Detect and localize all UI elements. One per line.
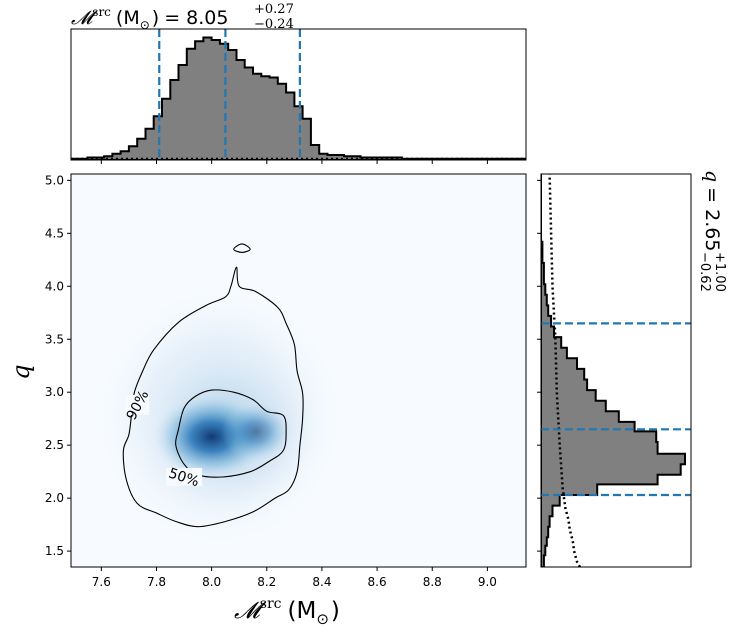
credible-contours xyxy=(122,243,304,528)
x-axis-label: 𝓜src (M⊙) xyxy=(234,596,340,628)
top-estimate-value: = 8.05 xyxy=(164,7,228,29)
svg-text:q= 2.65: q = 2.65 xyxy=(701,170,723,251)
top-estimate-unit-close: ) xyxy=(152,7,159,29)
mass-ratio-marginal-panel xyxy=(537,173,692,568)
x-tick-label: 8.0 xyxy=(202,575,221,589)
mass-ratio-histogram-steps xyxy=(541,174,686,567)
top-panel-ticks xyxy=(100,160,488,164)
x-tick-label: 7.8 xyxy=(147,575,166,589)
x-tick-label: 8.2 xyxy=(257,575,276,589)
contour-90-label-gap xyxy=(125,394,150,415)
right-panel-frame xyxy=(540,173,692,568)
main-plot-frame xyxy=(70,173,527,568)
y-tick-label: 2.0 xyxy=(45,491,64,505)
right-estimate-minus: −0.62 xyxy=(697,252,712,292)
x-axis-label-unit-sub: ⊙ xyxy=(316,610,329,628)
y-tick-label: 3.5 xyxy=(45,332,64,346)
y-tick-label: 1.5 xyxy=(45,544,64,558)
x-axis-label-unit-close: ) xyxy=(331,598,340,624)
x-tick-label: 8.8 xyxy=(423,575,442,589)
contour-90-island xyxy=(233,243,251,253)
contour-50-label-gap xyxy=(166,467,203,486)
top-estimate-unit-sub: ⊙ xyxy=(140,18,150,32)
y-axis-label: q xyxy=(7,364,35,379)
x-tick-label: 9.0 xyxy=(478,575,497,589)
top-estimate-minus: −0.24 xyxy=(254,17,294,32)
x-axis-label-sup: src xyxy=(260,596,282,612)
x-tick-label: 8.6 xyxy=(368,575,387,589)
x-tick-label: 7.6 xyxy=(92,575,111,589)
mass-ratio-prior-curve xyxy=(548,174,581,567)
density-lobe xyxy=(221,401,292,462)
y-tick-label: 3.0 xyxy=(45,385,64,399)
top-estimate-annotation: 𝓜src (M⊙) = 8.05 xyxy=(71,5,228,32)
right-estimate-symbol: q xyxy=(701,170,723,182)
mass-ratio-histogram xyxy=(541,174,686,567)
top-estimate-unit: (M xyxy=(116,7,140,29)
right-panel-ticks xyxy=(537,179,541,552)
y-tick-label: 4.0 xyxy=(45,279,64,293)
right-estimate-value: = 2.65 xyxy=(701,187,723,251)
top-panel-frame xyxy=(70,28,527,161)
y-axis-ticks: 1.5 2.0 2.5 3.0 3.5 4.0 4.5 5.0 xyxy=(45,173,71,558)
chirp-mass-quantile-lines xyxy=(158,29,301,160)
y-tick-label: 5.0 xyxy=(45,173,64,187)
top-estimate-symbol: 𝓜 xyxy=(71,7,98,29)
x-axis-ticks: 7.6 7.8 8.0 8.2 8.4 8.6 8.8 9.0 xyxy=(92,567,497,589)
chirp-mass-marginal-panel xyxy=(70,28,527,164)
contour-90 xyxy=(122,266,304,528)
contour-50 xyxy=(175,389,287,478)
x-axis-label-unit: (M xyxy=(287,598,316,624)
chirp-mass-histogram xyxy=(71,36,526,160)
right-estimate-annotation: q = 2.65 +1.00 −0.62 xyxy=(697,170,727,292)
top-estimate-plus: +0.27 xyxy=(254,2,294,17)
right-estimate-plus: +1.00 xyxy=(712,252,727,292)
joint-posterior-panel: 90%50% 7.6 7.8 8.0 8.2 8.4 8.6 8.8 9.0 1.5 2.0 2.… xyxy=(45,173,527,589)
contour-labels: 90%50% xyxy=(124,388,203,490)
y-tick-label: 4.5 xyxy=(45,226,64,240)
x-tick-label: 8.4 xyxy=(312,575,331,589)
mass-ratio-quantile-lines xyxy=(541,322,691,497)
y-tick-label: 2.5 xyxy=(45,438,64,452)
top-estimate-sup: src xyxy=(92,5,111,19)
chirp-mass-histogram-steps xyxy=(71,36,526,160)
